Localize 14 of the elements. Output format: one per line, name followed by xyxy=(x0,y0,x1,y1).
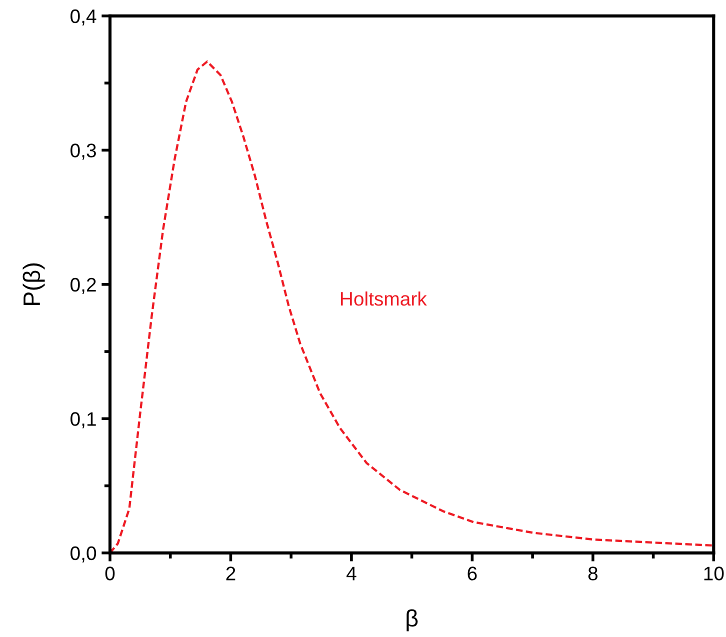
x-tick-label: 6 xyxy=(468,566,477,580)
x-tick-label: 4 xyxy=(346,566,356,580)
y-tick-label: 0,1 xyxy=(70,412,96,428)
y-axis-title: P(β) xyxy=(22,263,45,306)
x-tick-label: 10 xyxy=(704,566,724,580)
y-tick-label: 0,0 xyxy=(70,546,96,562)
x-axis-title: β xyxy=(406,609,418,632)
y-tick-label: 0,2 xyxy=(70,278,96,294)
x-tick-label: 0 xyxy=(105,566,115,580)
y-tick-label: 0,4 xyxy=(70,9,96,26)
text: Holtsmark xyxy=(340,291,427,306)
y-tick-label: 0,3 xyxy=(70,144,96,160)
x-tick-label: 8 xyxy=(588,566,598,580)
x-tick-label: 2 xyxy=(226,566,236,580)
